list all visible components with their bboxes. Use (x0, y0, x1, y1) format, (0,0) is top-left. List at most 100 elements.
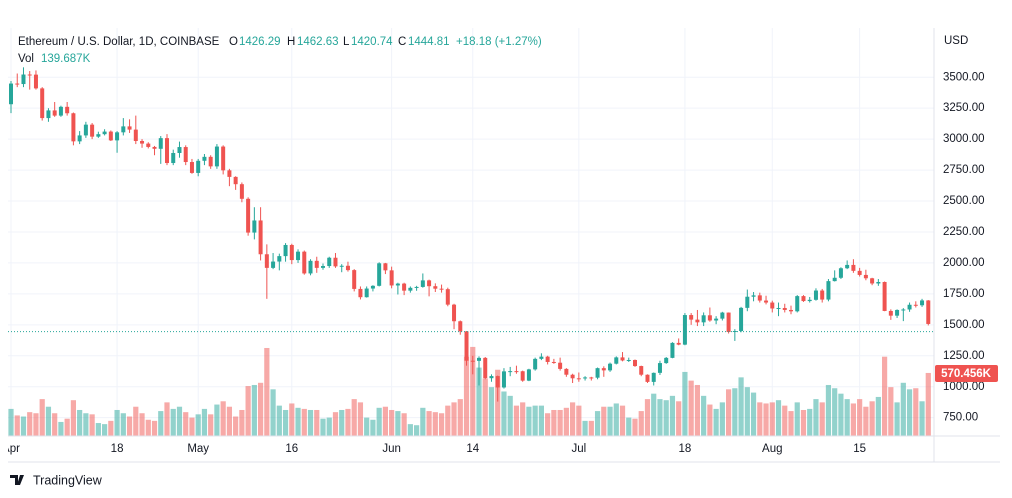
volume-bar (613, 403, 619, 436)
candle-body (414, 286, 419, 288)
candle-body (208, 156, 213, 167)
candle-body (882, 281, 887, 311)
volume-value: 139.687K (41, 53, 91, 65)
volume-bar (925, 372, 931, 436)
x-tick-label: 15 (853, 443, 866, 455)
candle-body (539, 356, 544, 359)
volume-bar (588, 420, 594, 436)
candle-body (283, 244, 288, 257)
volume-bar (526, 406, 532, 436)
candle-body (558, 362, 563, 369)
volume-bar (732, 388, 738, 436)
symbol-title: Ethereum / U.S. Dollar, 1D, COINBASE (18, 36, 220, 48)
candle-body (545, 356, 550, 362)
candle-body (633, 359, 637, 367)
candle-body (876, 281, 881, 284)
volume-bar (208, 414, 214, 436)
volume-bar (382, 406, 388, 436)
candle-body (221, 146, 226, 171)
volume-bar (64, 418, 70, 436)
candle-body (214, 146, 219, 167)
candle-body (782, 307, 787, 310)
candle-body (913, 304, 918, 306)
volume-bar (102, 424, 108, 436)
candle-body (570, 374, 575, 379)
close-value: 1444.81 (408, 36, 450, 48)
volume-bar (794, 402, 800, 436)
candle-body (171, 152, 176, 164)
candle-body (46, 110, 51, 119)
y-tick-label: 3000.00 (943, 133, 985, 145)
volume-bar (14, 415, 20, 436)
candle-body (526, 369, 531, 381)
volume-bar (813, 399, 819, 436)
volume-bar (819, 402, 825, 436)
candle-body (564, 368, 569, 375)
volume-bar (395, 411, 401, 436)
volume-bar (570, 402, 576, 436)
volume-bar (301, 408, 307, 436)
candle-body (495, 376, 500, 388)
candle-body (857, 270, 862, 275)
y-tick-label: 1250.00 (943, 350, 985, 362)
change-value: +18.18 (+1.27%) (456, 36, 542, 48)
volume-bar (401, 413, 407, 436)
candle-body (614, 357, 619, 364)
candle-body (795, 296, 800, 312)
candle-body (764, 300, 769, 303)
y-tick-label: 1500.00 (943, 319, 985, 331)
volume-bar (863, 406, 869, 436)
brand-logo (10, 475, 24, 485)
candle-layer (8, 67, 934, 402)
volume-bar (52, 413, 58, 436)
candle-body (458, 321, 463, 332)
candle-body (695, 319, 700, 323)
volume-bar (176, 406, 183, 436)
candle-body (252, 220, 257, 233)
volume-bar (857, 399, 863, 436)
candle-body (189, 162, 194, 173)
x-tick-label: 18 (679, 443, 692, 455)
y-tick-label: 750.00 (943, 412, 978, 424)
candle-body (77, 135, 82, 142)
candle-body (96, 134, 101, 137)
volume-bar (501, 391, 507, 436)
candle-body (115, 132, 120, 141)
volume-bar (538, 405, 544, 436)
volume-bar (470, 346, 476, 436)
volume-bar (339, 409, 345, 436)
volume-bar (738, 377, 744, 436)
volume-bar (332, 412, 339, 436)
volume-bar (326, 417, 332, 436)
candle-body (789, 309, 793, 312)
candle-body (489, 376, 494, 379)
volume-bar (195, 414, 201, 436)
candle-body (776, 307, 781, 309)
candle-body (533, 358, 538, 370)
candle-body (402, 283, 407, 291)
candle-body (108, 131, 113, 141)
candle-body (520, 371, 525, 381)
candle-body (433, 286, 438, 289)
candle-body (501, 371, 506, 388)
candle-body (813, 290, 818, 300)
candle-body (239, 184, 244, 199)
volume-bar (27, 412, 33, 436)
x-tick-label: 14 (466, 443, 479, 455)
candle-body (333, 257, 338, 267)
x-axis: Apr 18 May 16 Jun 14 Jul 18 Aug 15 (8, 443, 866, 455)
candle-body (377, 263, 382, 286)
volume-bar (495, 369, 501, 436)
y-tick-label: 2750.00 (943, 164, 985, 176)
volume-bar (882, 356, 888, 436)
volume-bar (707, 404, 713, 436)
volume-bar (657, 399, 663, 436)
candle-body (639, 366, 644, 375)
low-label: L (343, 36, 350, 48)
candle-body (470, 360, 475, 362)
volume-bar (45, 406, 52, 436)
volume-bar (264, 347, 270, 436)
x-tick-label: 18 (111, 443, 124, 455)
candle-body (152, 146, 157, 149)
